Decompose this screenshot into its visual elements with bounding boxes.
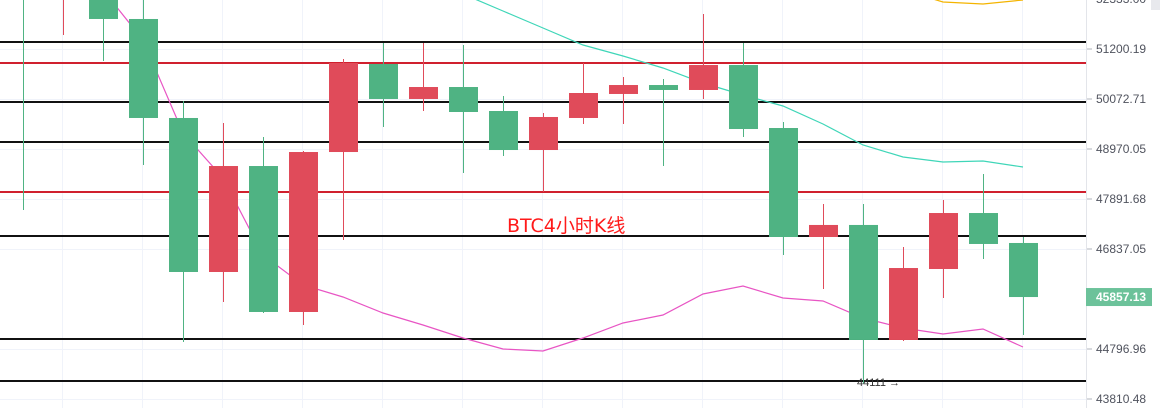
candle — [489, 96, 518, 157]
candle-body — [449, 87, 478, 113]
candle-body — [769, 128, 798, 238]
axis-tick-label: 47891.68 — [1096, 192, 1146, 206]
candle-body — [569, 93, 598, 118]
axis-tick-label: 44796.96 — [1096, 342, 1146, 356]
candle — [889, 247, 918, 342]
axis-tick-label: 46837.05 — [1096, 242, 1146, 256]
candle — [529, 112, 558, 192]
candle-body — [409, 87, 438, 99]
axis-tick-label: 52333.00 — [1096, 0, 1146, 6]
candle — [849, 204, 878, 384]
candle — [969, 173, 998, 260]
candle-body — [489, 111, 518, 151]
axis-tick-label: 51200.19 — [1096, 42, 1146, 56]
candle — [929, 199, 958, 299]
candle-body — [689, 65, 718, 90]
moving-average-line — [110, 0, 1024, 352]
candle — [569, 63, 598, 125]
candle-body — [649, 85, 678, 90]
axis-tick-label: 48970.05 — [1096, 142, 1146, 156]
candle — [329, 58, 358, 240]
candle-body — [369, 63, 398, 99]
candle — [1009, 237, 1038, 335]
scrollbar[interactable] — [1151, 0, 1160, 10]
candle-body — [209, 166, 238, 272]
candle — [449, 45, 478, 174]
axis-tick-label: 50072.71 — [1096, 92, 1146, 106]
axis-tick-label: 43810.48 — [1096, 392, 1146, 406]
candle — [129, 0, 158, 165]
moving-average-line — [934, 0, 1024, 5]
candle — [769, 121, 798, 255]
candle — [729, 43, 758, 137]
candle-body — [969, 213, 998, 244]
current-price-label: 45857.13 — [1096, 290, 1146, 304]
candle-body — [809, 224, 838, 238]
candle-body — [169, 117, 198, 272]
price-axis-background — [1086, 0, 1160, 408]
candle — [409, 43, 438, 112]
candle — [209, 122, 238, 302]
candle-body — [289, 152, 318, 312]
candle — [649, 78, 678, 167]
candle-body — [89, 0, 118, 19]
candle — [23, 0, 24, 210]
candle-body — [929, 213, 958, 270]
candle — [249, 136, 278, 314]
candle-body — [329, 63, 358, 153]
candle-body — [129, 18, 158, 118]
candle — [369, 43, 398, 128]
candle-body — [249, 166, 278, 312]
grid — [0, 0, 1086, 408]
current-price-tag: 45857.13 — [1086, 288, 1152, 307]
candle — [289, 150, 318, 325]
moving-averages — [110, 0, 1024, 352]
candles — [23, 0, 1038, 384]
candle — [89, 0, 118, 61]
candle-body — [729, 65, 758, 130]
price-axis[interactable] — [1086, 0, 1160, 408]
candle — [63, 0, 64, 35]
candle-body — [609, 85, 638, 94]
low-marker-label: 44111 → — [857, 377, 900, 389]
candle-body — [889, 268, 918, 340]
current-price-background — [1086, 288, 1152, 307]
candle-body — [529, 116, 558, 151]
chart-title: BTC4小时K线 — [507, 215, 625, 237]
candle — [169, 100, 198, 342]
candle-body — [1009, 242, 1038, 298]
candle — [809, 204, 838, 290]
candle — [609, 76, 638, 125]
candle — [689, 14, 718, 99]
candle-body — [849, 224, 878, 340]
